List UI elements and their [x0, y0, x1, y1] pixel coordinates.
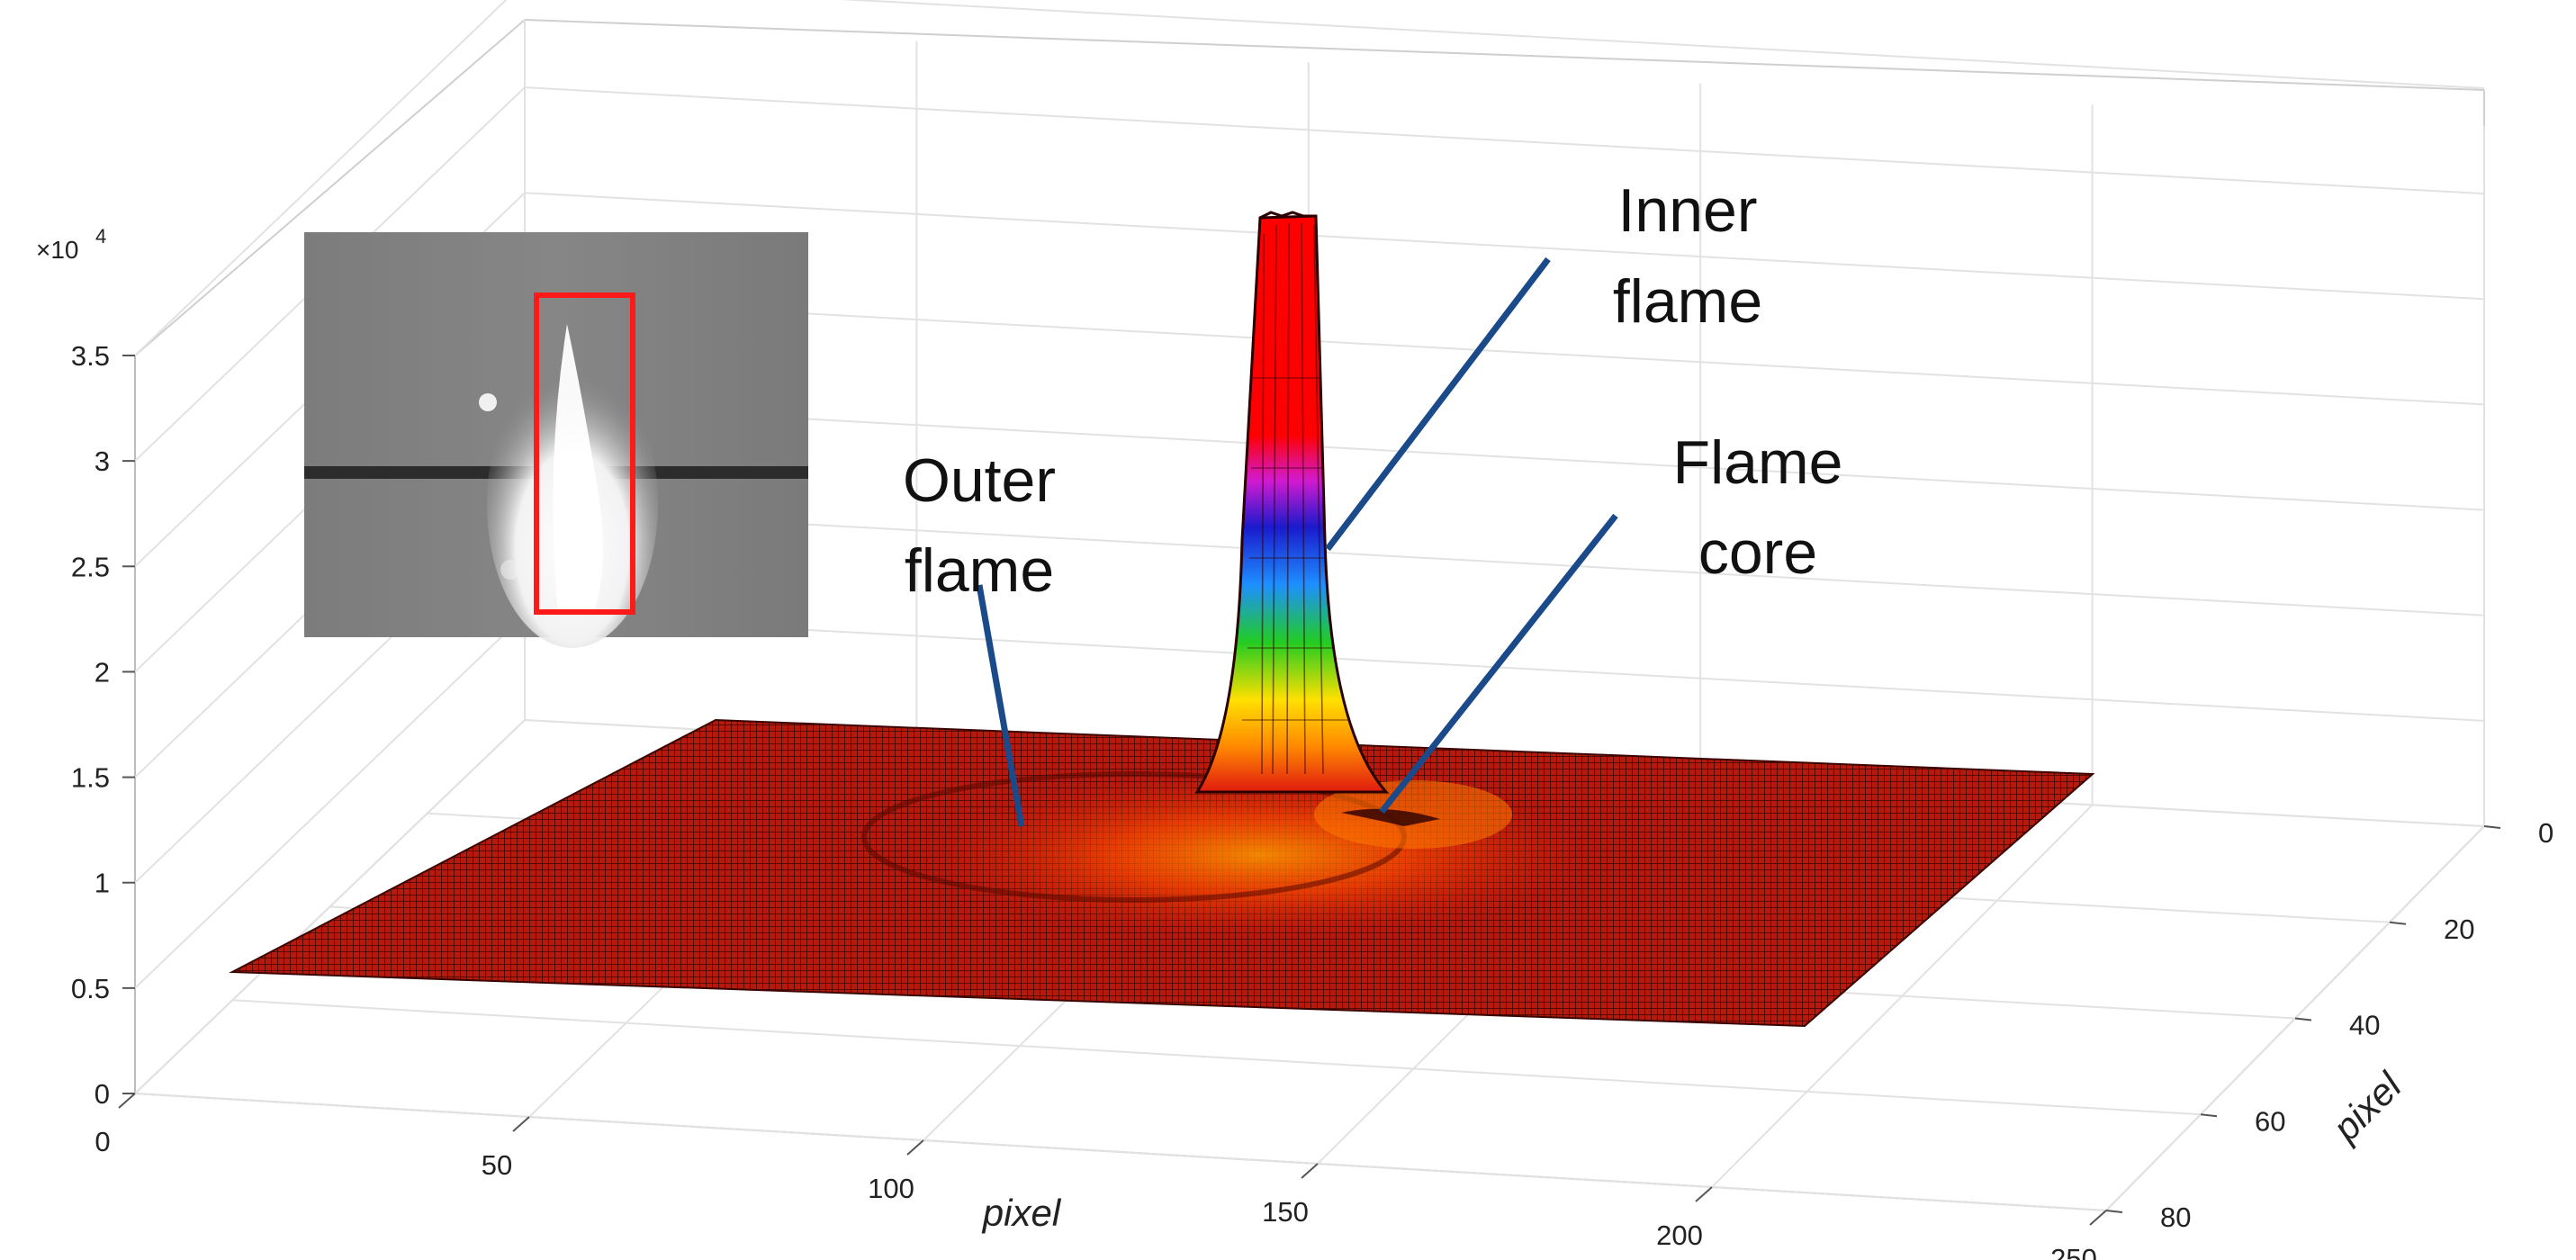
y-tick-label: 0: [2538, 817, 2553, 849]
z-gridline: [134, 0, 2485, 356]
y-tick-label: 40: [2349, 1010, 2380, 1041]
x-tick-label: 50: [482, 1149, 512, 1181]
z-exponent-power: 4: [95, 225, 106, 248]
x-tick-label: 100: [868, 1173, 914, 1204]
x-tick-label: 0: [95, 1126, 110, 1157]
y-tick-label: 20: [2444, 914, 2474, 945]
z-tick-label: 0: [95, 1078, 110, 1110]
flame-core-pointer: [1379, 513, 1618, 814]
flame-core-label-line1: Flame: [1673, 428, 1843, 497]
x-tick-label: 150: [1262, 1196, 1309, 1228]
z-tick-label: 3.5: [71, 340, 110, 372]
y-tick-mark: [2389, 921, 2407, 925]
flame-core-label-line2: core: [1698, 518, 1817, 587]
x-tick-mark: [1695, 1186, 1713, 1202]
y-gridline: [232, 999, 2202, 1116]
annotation-labels: Inner flame Flame core Outer flame: [903, 176, 1843, 605]
flame-core-dip: [1341, 808, 1440, 826]
inner-flame-peak: [1194, 211, 1390, 794]
y-axis-label: pixel: [2323, 1063, 2410, 1150]
z-tick-label: 2.5: [71, 551, 110, 582]
y-gridline: [134, 1093, 2107, 1211]
y-tick-mark: [2105, 1210, 2123, 1213]
surface-mesh: [229, 211, 2095, 1028]
z-tick-label: 3: [95, 446, 110, 477]
inner-flame-label-line1: Inner: [1618, 176, 1758, 245]
x-tick-labels: 0 50 100 150 200 250: [95, 1093, 2107, 1260]
x-axis-label: pixel: [981, 1192, 1062, 1234]
x-tick-mark: [1301, 1163, 1319, 1179]
z-tick-label: 1.5: [71, 762, 110, 794]
annotation-lines: [976, 256, 1618, 827]
outer-flame-label-line2: flame: [905, 536, 1054, 605]
y-tick-labels: 0 20 40 60 80: [2105, 817, 2553, 1233]
x-tick-mark: [2089, 1210, 2107, 1226]
outer-flame-pointer: [976, 584, 1025, 827]
z-exponent: ×10 4: [36, 225, 106, 264]
y-tick-mark: [2483, 825, 2501, 829]
x-tick-mark: [906, 1139, 924, 1156]
outer-flame-label-line1: Outer: [903, 446, 1056, 515]
inner-flame-pointer: [1325, 256, 1551, 552]
inner-flame-label-line2: flame: [1613, 267, 1762, 336]
x-tick-label: 200: [1656, 1220, 1703, 1251]
y-tick-mark: [2200, 1113, 2218, 1118]
z-tick-labels: 0 0.5 1 1.5 2 2.5 3 3.5: [71, 340, 135, 1110]
x-tick-mark: [118, 1093, 136, 1109]
x-tick-mark: [512, 1116, 530, 1132]
y-tick-label: 80: [2160, 1202, 2191, 1233]
z-exponent-base: ×10: [36, 236, 79, 264]
inset-highlight-box: [534, 292, 635, 615]
z-tick-label: 0.5: [71, 973, 110, 1004]
outer-flame-halo: [918, 770, 1602, 940]
x-tick-label: 250: [2050, 1243, 2097, 1260]
y-tick-mark: [2294, 1017, 2312, 1022]
z-tick-label: 2: [95, 656, 110, 688]
y-tick-label: 60: [2255, 1105, 2285, 1137]
z-tick-label: 1: [95, 868, 110, 899]
inset-flame-image: [304, 232, 808, 648]
